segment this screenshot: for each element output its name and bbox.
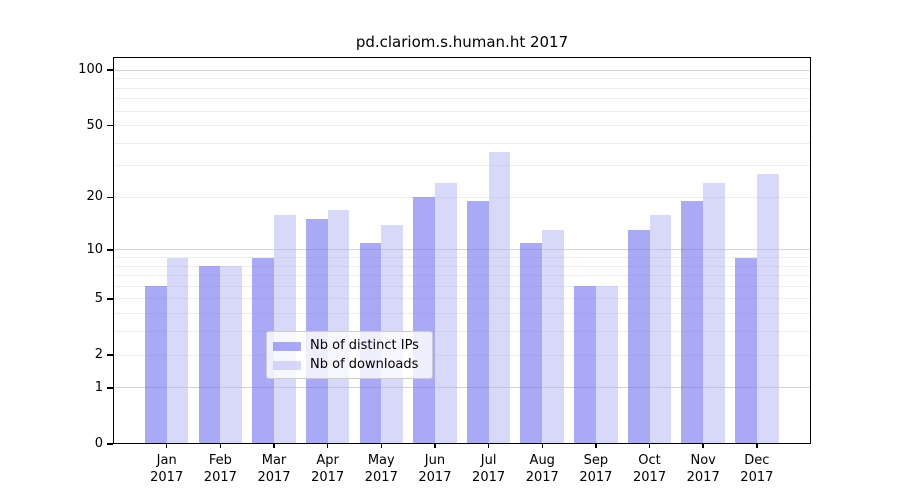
legend-label-downloads: Nb of downloads (310, 357, 419, 372)
bar-distinct-ips-dec (735, 257, 757, 444)
grid-line-10 (113, 249, 811, 251)
x-tick-label-feb: Feb 2017 (203, 453, 237, 485)
y-tick-label-1: 1 (94, 379, 103, 395)
bar-distinct-ips-sep (574, 286, 596, 444)
bar-downloads-oct (649, 214, 672, 444)
x-tick-label-apr: Apr 2017 (311, 453, 345, 485)
grid-line-20 (113, 196, 811, 198)
x-tick-label-jun: Jun 2017 (418, 453, 452, 485)
y-tick-20 (107, 196, 113, 199)
bar-downloads-jun (434, 183, 457, 444)
y-tick-label-100: 100 (78, 62, 103, 78)
x-tick-label-jul: Jul 2017 (472, 453, 506, 485)
x-tick-dec (756, 443, 758, 448)
x-tick-label-mar: Mar 2017 (257, 453, 291, 485)
grid-line-5 (113, 298, 811, 300)
grid-line-80 (113, 87, 811, 89)
bar-distinct-ips-mar (252, 257, 274, 444)
y-tick-label-0: 0 (94, 436, 103, 451)
bar-downloads-aug (542, 230, 565, 444)
x-tick-label-jan: Jan 2017 (150, 453, 184, 485)
bar-downloads-apr (327, 209, 350, 444)
legend-row-downloads: Nb of downloads (273, 356, 425, 374)
legend-row-distinct-ips: Nb of distinct IPs (273, 337, 425, 355)
bar-distinct-ips-jul (466, 201, 489, 444)
legend-label-distinct-ips: Nb of distinct IPs (310, 338, 419, 353)
y-tick-100 (107, 69, 113, 71)
x-tick-feb (219, 443, 222, 448)
bar-downloads-jan (166, 257, 189, 444)
grid-line-40 (113, 142, 811, 144)
bar-distinct-ips-aug (520, 242, 543, 444)
y-tick-0 (107, 443, 113, 445)
x-tick-label-may: May 2017 (364, 453, 398, 485)
grid-line-50 (113, 125, 811, 127)
bar-distinct-ips-jan (144, 286, 167, 444)
y-tick-label-5: 5 (94, 290, 103, 306)
grid-line-1 (113, 387, 811, 389)
bar-downloads-dec (756, 174, 779, 444)
x-tick-label-oct: Oct 2017 (633, 453, 667, 485)
y-tick-50 (107, 124, 113, 127)
plot-area (113, 57, 811, 444)
bar-downloads-nov (703, 183, 725, 444)
chart-title: pd.clariom.s.human.ht 2017 (355, 33, 569, 51)
x-tick-aug (541, 443, 543, 448)
bar-downloads-feb (220, 266, 243, 444)
legend: Nb of distinct IPs Nb of downloads (266, 331, 433, 379)
y-tick-label-50: 50 (86, 117, 103, 133)
grid-line-4 (113, 313, 811, 315)
grid-line-70 (113, 98, 811, 100)
grid-line-8 (113, 265, 811, 267)
y-tick-label-20: 20 (86, 189, 103, 205)
x-tick-label-dec: Dec 2017 (740, 453, 774, 485)
x-tick-oct (648, 443, 651, 448)
grid-line-100 (113, 69, 811, 71)
bar-downloads-mar (274, 214, 296, 444)
bar-distinct-ips-nov (681, 201, 704, 444)
legend-swatch-downloads (273, 360, 301, 370)
x-tick-jun (434, 443, 436, 448)
grid-line-7 (113, 275, 811, 277)
x-tick-label-nov: Nov 2017 (686, 453, 720, 485)
grid-line-2 (113, 354, 811, 356)
x-tick-jan (165, 443, 168, 448)
x-tick-label-aug: Aug 2017 (525, 453, 559, 485)
grid-line-60 (113, 110, 811, 112)
x-tick-may (380, 443, 383, 448)
bar-distinct-ips-jun (413, 197, 435, 444)
y-tick-1 (107, 387, 113, 389)
grid-line-9 (113, 256, 811, 258)
y-tick-label-10: 10 (86, 241, 103, 257)
grid-line-3 (113, 331, 811, 333)
x-tick-apr (326, 443, 329, 448)
bar-downloads-jul (488, 151, 511, 444)
bar-distinct-ips-feb (198, 266, 221, 444)
x-tick-nov (702, 443, 704, 448)
grid-line-90 (113, 78, 811, 80)
y-tick-label-2: 2 (94, 347, 103, 362)
x-tick-jul (487, 443, 490, 448)
y-tick-10 (107, 249, 113, 251)
x-tick-mar (273, 443, 275, 448)
bar-downloads-sep (595, 286, 618, 444)
grid-line-30 (113, 165, 811, 167)
grid-line-6 (113, 285, 811, 287)
y-tick-5 (107, 298, 113, 300)
x-tick-sep (595, 443, 597, 448)
y-tick-2 (107, 354, 113, 356)
legend-swatch-distinct-ips (273, 341, 301, 351)
bar-distinct-ips-oct (627, 230, 650, 444)
x-tick-label-sep: Sep 2017 (579, 453, 613, 485)
